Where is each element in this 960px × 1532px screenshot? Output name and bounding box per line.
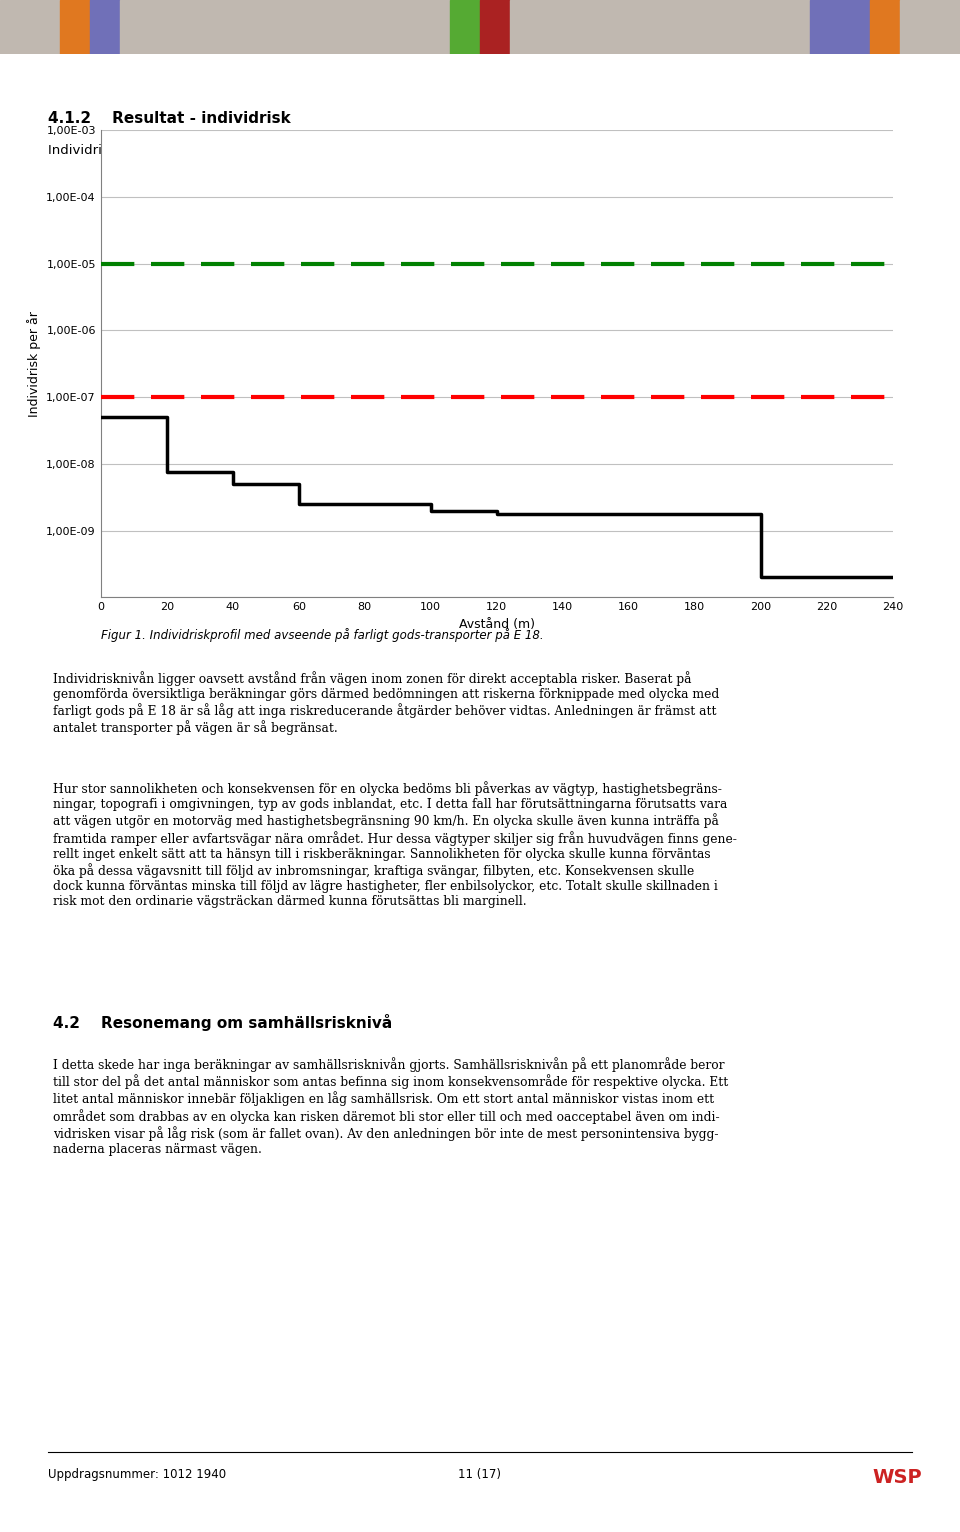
Bar [240, 0, 270, 54]
Bar [750, 0, 780, 54]
Text: Individrisknivån ligger oavsett avstånd från vägen inom zonen för direkt accepta: Individrisknivån ligger oavsett avstånd … [53, 671, 719, 735]
X-axis label: Avstånd (m): Avstånd (m) [459, 617, 535, 631]
Text: I detta skede har inga beräkningar av samhällsrisknivån gjorts. Samhällsrisknivå: I detta skede har inga beräkningar av sa… [53, 1057, 728, 1157]
Text: Individrisknivån redovisas som en individriskprofil.: Individrisknivån redovisas som en indivi… [48, 142, 385, 156]
Bar [420, 0, 450, 54]
Bar [870, 0, 900, 54]
Bar [330, 0, 360, 54]
Bar [480, 0, 510, 54]
Bar [60, 0, 90, 54]
Text: 4.1.2    Resultat - individrisk: 4.1.2 Resultat - individrisk [48, 110, 291, 126]
Bar [150, 0, 180, 54]
Text: 4.2    Resonemang om samhällsrisknivå: 4.2 Resonemang om samhällsrisknivå [53, 1014, 392, 1031]
Y-axis label: Individrisk per år: Individrisk per år [27, 311, 40, 417]
Bar [810, 0, 840, 54]
Bar [900, 0, 930, 54]
Bar [690, 0, 720, 54]
Bar [840, 0, 870, 54]
Text: WSP: WSP [873, 1468, 923, 1486]
Bar [540, 0, 570, 54]
Bar [90, 0, 120, 54]
Bar [360, 0, 390, 54]
Bar [180, 0, 210, 54]
Bar [30, 0, 60, 54]
Bar [120, 0, 150, 54]
Bar [660, 0, 690, 54]
Bar [630, 0, 660, 54]
Text: Uppdragsnummer: 1012 1940: Uppdragsnummer: 1012 1940 [48, 1468, 227, 1480]
Bar [450, 0, 480, 54]
Bar [390, 0, 420, 54]
Bar [570, 0, 600, 54]
Bar [210, 0, 240, 54]
Bar [720, 0, 750, 54]
Bar [780, 0, 810, 54]
Bar [930, 0, 960, 54]
Bar [270, 0, 300, 54]
Bar [510, 0, 540, 54]
Text: Hur stor sannolikheten och konsekvensen för en olycka bedöms bli påverkas av väg: Hur stor sannolikheten och konsekvensen … [53, 781, 736, 908]
Bar [600, 0, 630, 54]
Bar [0, 0, 30, 54]
Text: 11 (17): 11 (17) [459, 1468, 501, 1480]
Bar [300, 0, 330, 54]
Text: Figur 1. Individriskprofil med avseende på farligt gods-transporter på E 18.: Figur 1. Individriskprofil med avseende … [101, 628, 543, 642]
